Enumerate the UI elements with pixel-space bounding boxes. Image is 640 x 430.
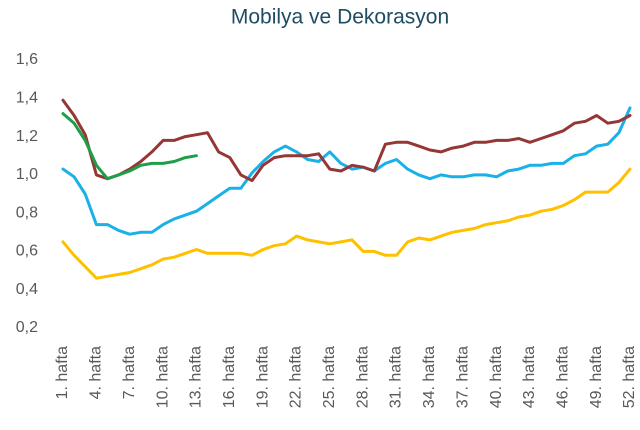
x-tick-label: 31. hafta	[388, 346, 405, 408]
series-line	[61, 106, 632, 236]
x-tick-label: 19. hafta	[254, 346, 271, 408]
x-tick-label: 10. hafta	[154, 346, 171, 408]
x-tick-label: 46. hafta	[555, 346, 572, 408]
y-tick-label: 1,2	[16, 128, 38, 145]
y-tick-label: 0,8	[16, 204, 38, 221]
series-line	[61, 112, 198, 181]
x-tick-label: 25. hafta	[321, 346, 338, 408]
x-tick-label: 40. hafta	[488, 346, 505, 408]
series-line	[61, 167, 632, 280]
y-tick-label: 1,0	[16, 166, 38, 183]
series-line	[61, 98, 632, 183]
x-tick-label: 49. hafta	[588, 346, 605, 408]
x-tick-label: 37. hafta	[454, 346, 471, 408]
x-tick-label: 34. hafta	[421, 346, 438, 408]
x-tick-label: 43. hafta	[521, 346, 538, 408]
x-tick-label: 4. hafta	[88, 346, 105, 399]
y-tick-label: 1,6	[16, 51, 38, 68]
y-tick-label: 0,6	[16, 243, 38, 260]
x-tick-label: 1. hafta	[54, 346, 71, 399]
y-tick-label: 0,2	[16, 319, 38, 336]
x-tick-label: 22. hafta	[288, 346, 305, 408]
x-tick-label: 28. hafta	[354, 346, 371, 408]
x-tick-label: 7. hafta	[121, 346, 138, 399]
chart-title: Mobilya ve Dekorasyon	[231, 6, 449, 29]
y-tick-label: 0,4	[16, 281, 38, 298]
x-tick-label: 52. hafta	[621, 346, 638, 408]
x-tick-label: 13. hafta	[188, 346, 205, 408]
x-tick-label: 16. hafta	[221, 346, 238, 408]
y-tick-label: 1,4	[16, 90, 38, 107]
